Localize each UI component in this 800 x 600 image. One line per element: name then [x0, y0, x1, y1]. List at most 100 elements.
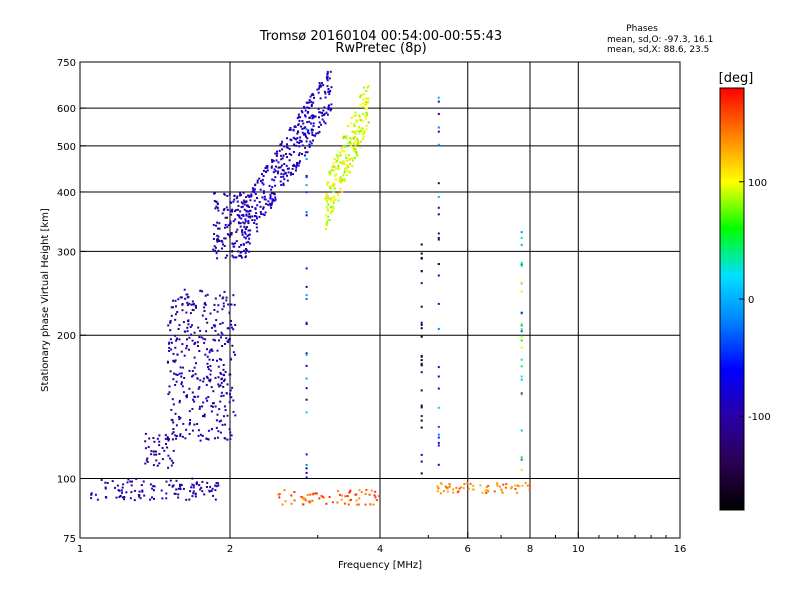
data-point [180, 372, 183, 375]
data-point [131, 480, 133, 483]
data-point [290, 494, 293, 497]
data-point [420, 389, 423, 392]
data-point [221, 247, 223, 250]
data-point [271, 161, 274, 163]
data-point [121, 496, 124, 499]
data-point [160, 489, 163, 492]
data-point [310, 100, 313, 103]
data-point [199, 439, 202, 442]
y-tick-label-0: 75 [63, 534, 76, 545]
data-point [481, 491, 484, 494]
data-point [184, 330, 187, 333]
data-point [472, 488, 475, 491]
data-point [367, 100, 370, 103]
data-point [328, 107, 331, 110]
data-point [189, 312, 192, 315]
data-point [337, 168, 340, 171]
data-point [352, 115, 355, 118]
data-point [520, 393, 523, 396]
data-point [307, 129, 310, 132]
data-point [365, 488, 368, 491]
data-point [310, 128, 313, 131]
data-point [153, 497, 155, 500]
data-point [169, 370, 172, 373]
data-point [290, 502, 293, 505]
data-point [215, 252, 218, 255]
data-point [520, 375, 523, 378]
data-point [215, 482, 218, 485]
data-point [232, 294, 235, 297]
data-point [175, 380, 178, 383]
data-point [277, 170, 280, 173]
data-point [306, 137, 309, 140]
y-tick-label-5: 500 [57, 142, 76, 153]
data-point [485, 492, 488, 494]
data-point [217, 430, 220, 433]
data-point [194, 304, 197, 307]
data-point [469, 482, 472, 485]
data-point [308, 107, 311, 110]
data-point [325, 224, 328, 226]
data-point [273, 193, 276, 196]
data-point [343, 170, 346, 173]
data-point [283, 163, 286, 165]
data-point [189, 421, 191, 424]
data-point [207, 366, 209, 368]
data-point [152, 489, 155, 492]
data-point [273, 199, 276, 202]
data-point [216, 359, 218, 362]
data-point [347, 165, 349, 167]
data-point [285, 153, 287, 155]
data-point [216, 413, 219, 416]
data-point [100, 479, 103, 481]
data-point [144, 440, 147, 443]
data-point [286, 137, 288, 140]
data-point [437, 436, 440, 439]
data-point [204, 302, 206, 305]
data-point [455, 486, 458, 489]
data-point [326, 194, 329, 197]
data-point [298, 162, 301, 164]
data-point [173, 360, 176, 363]
data-point [326, 219, 329, 222]
data-point [353, 123, 355, 126]
data-point [206, 399, 209, 402]
data-point [255, 226, 258, 229]
data-point [230, 213, 233, 216]
data-point [245, 241, 248, 244]
data-point [192, 484, 195, 487]
data-point [231, 386, 234, 389]
data-point [346, 495, 349, 498]
data-point [174, 313, 177, 316]
data-point [202, 380, 205, 383]
data-point [217, 239, 220, 242]
data-point [217, 304, 220, 307]
data-point [437, 425, 440, 428]
data-point [185, 347, 188, 350]
data-point [280, 158, 283, 161]
data-point [213, 233, 216, 235]
data-point [520, 290, 523, 293]
data-point [270, 188, 273, 191]
data-point [335, 153, 338, 156]
data-point [246, 235, 249, 238]
data-point [420, 415, 423, 418]
data-point [188, 369, 191, 372]
data-point [194, 495, 197, 498]
data-point [174, 346, 177, 349]
data-point [341, 178, 344, 181]
data-point [300, 110, 303, 113]
data-point [344, 145, 347, 148]
data-point [228, 338, 231, 340]
data-point [277, 166, 280, 169]
data-point [322, 496, 325, 499]
data-point [496, 484, 499, 487]
data-point [158, 440, 161, 443]
data-point [354, 493, 357, 496]
data-point [338, 154, 341, 157]
data-point [199, 488, 202, 491]
data-point [520, 243, 523, 246]
data-point [241, 230, 243, 233]
data-point [437, 487, 440, 490]
data-point [193, 356, 196, 359]
